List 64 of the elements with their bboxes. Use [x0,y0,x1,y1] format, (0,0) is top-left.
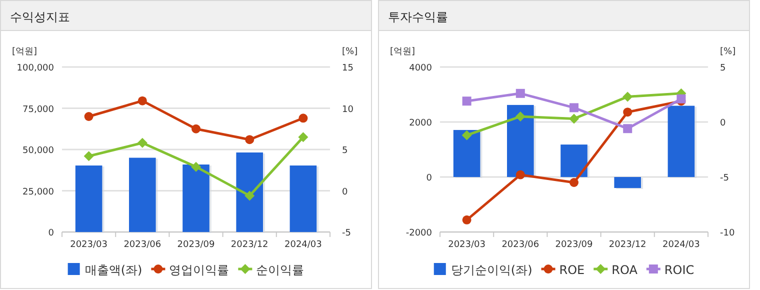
y-axis-title: [억원] [390,47,416,57]
point [623,108,632,117]
point [462,96,472,106]
point [138,96,147,106]
y-tick-label: 0 [48,228,54,238]
x-tick-label: 2023/12 [608,240,646,250]
chart-title: 투자수익률 [388,10,448,24]
x-tick-label: 2024/03 [662,240,700,250]
point [298,114,308,123]
y2-tick-label: 0 [720,118,726,128]
legend-label: 매출액(좌) [84,263,142,277]
y-tick-label: 50,000 [22,146,54,156]
point [570,103,578,112]
x-tick-label: 2023/09 [555,240,593,250]
y2-tick-label: 5 [342,146,348,156]
legend-label: 영업이익률 [169,263,230,277]
legend-label: ROA [612,263,638,277]
point [245,135,254,144]
y2-tick-label: 15 [342,64,354,74]
point [298,132,308,142]
point [462,215,472,224]
point [84,112,94,121]
point [516,170,525,180]
point [623,124,632,134]
y2-tick-label: -5 [720,174,729,184]
y-tick-label: 100,000 [16,64,54,74]
point [676,94,686,104]
y-axis-title: [억원] [12,47,38,57]
legend-label: 순이익률 [256,263,304,277]
point [244,190,255,201]
y-tick-label: -2000 [406,228,432,238]
y2-axis-title: [%] [342,47,358,57]
y2-tick-label: -10 [720,228,735,238]
y2-tick-label: -5 [342,228,351,238]
point [84,151,94,162]
point [569,114,579,124]
y2-tick-label: 10 [342,104,354,115]
x-tick-label: 2023/03 [448,240,486,250]
x-tick-label: 2023/06 [124,240,162,250]
x-tick-label: 2023/09 [177,240,215,250]
y2-tick-label: 0 [342,187,348,198]
legend-label: 당기순이익(좌) [450,263,532,277]
legend-label: ROE [559,263,585,277]
point [462,130,472,140]
chart-title: 수익성지표 [10,10,70,24]
point [137,138,148,148]
y-tick-label: 2000 [409,118,432,128]
point [622,92,633,102]
point [191,162,201,172]
point [192,124,200,134]
point [516,88,525,98]
x-tick-label: 2023/12 [230,240,268,250]
y-tick-label: 75,000 [22,104,54,115]
y-tick-label: 25,000 [22,187,54,198]
legend-label: ROIC [664,263,694,277]
point [515,112,526,122]
x-tick-label: 2023/06 [502,240,540,250]
x-tick-label: 2023/03 [70,240,108,250]
y-tick-label: 0 [426,174,432,184]
y-tick-label: 4000 [409,64,432,74]
x-tick-label: 2024/03 [284,240,322,250]
y2-axis-title: [%] [720,47,736,57]
point [570,178,578,187]
y2-tick-label: 5 [720,64,726,74]
